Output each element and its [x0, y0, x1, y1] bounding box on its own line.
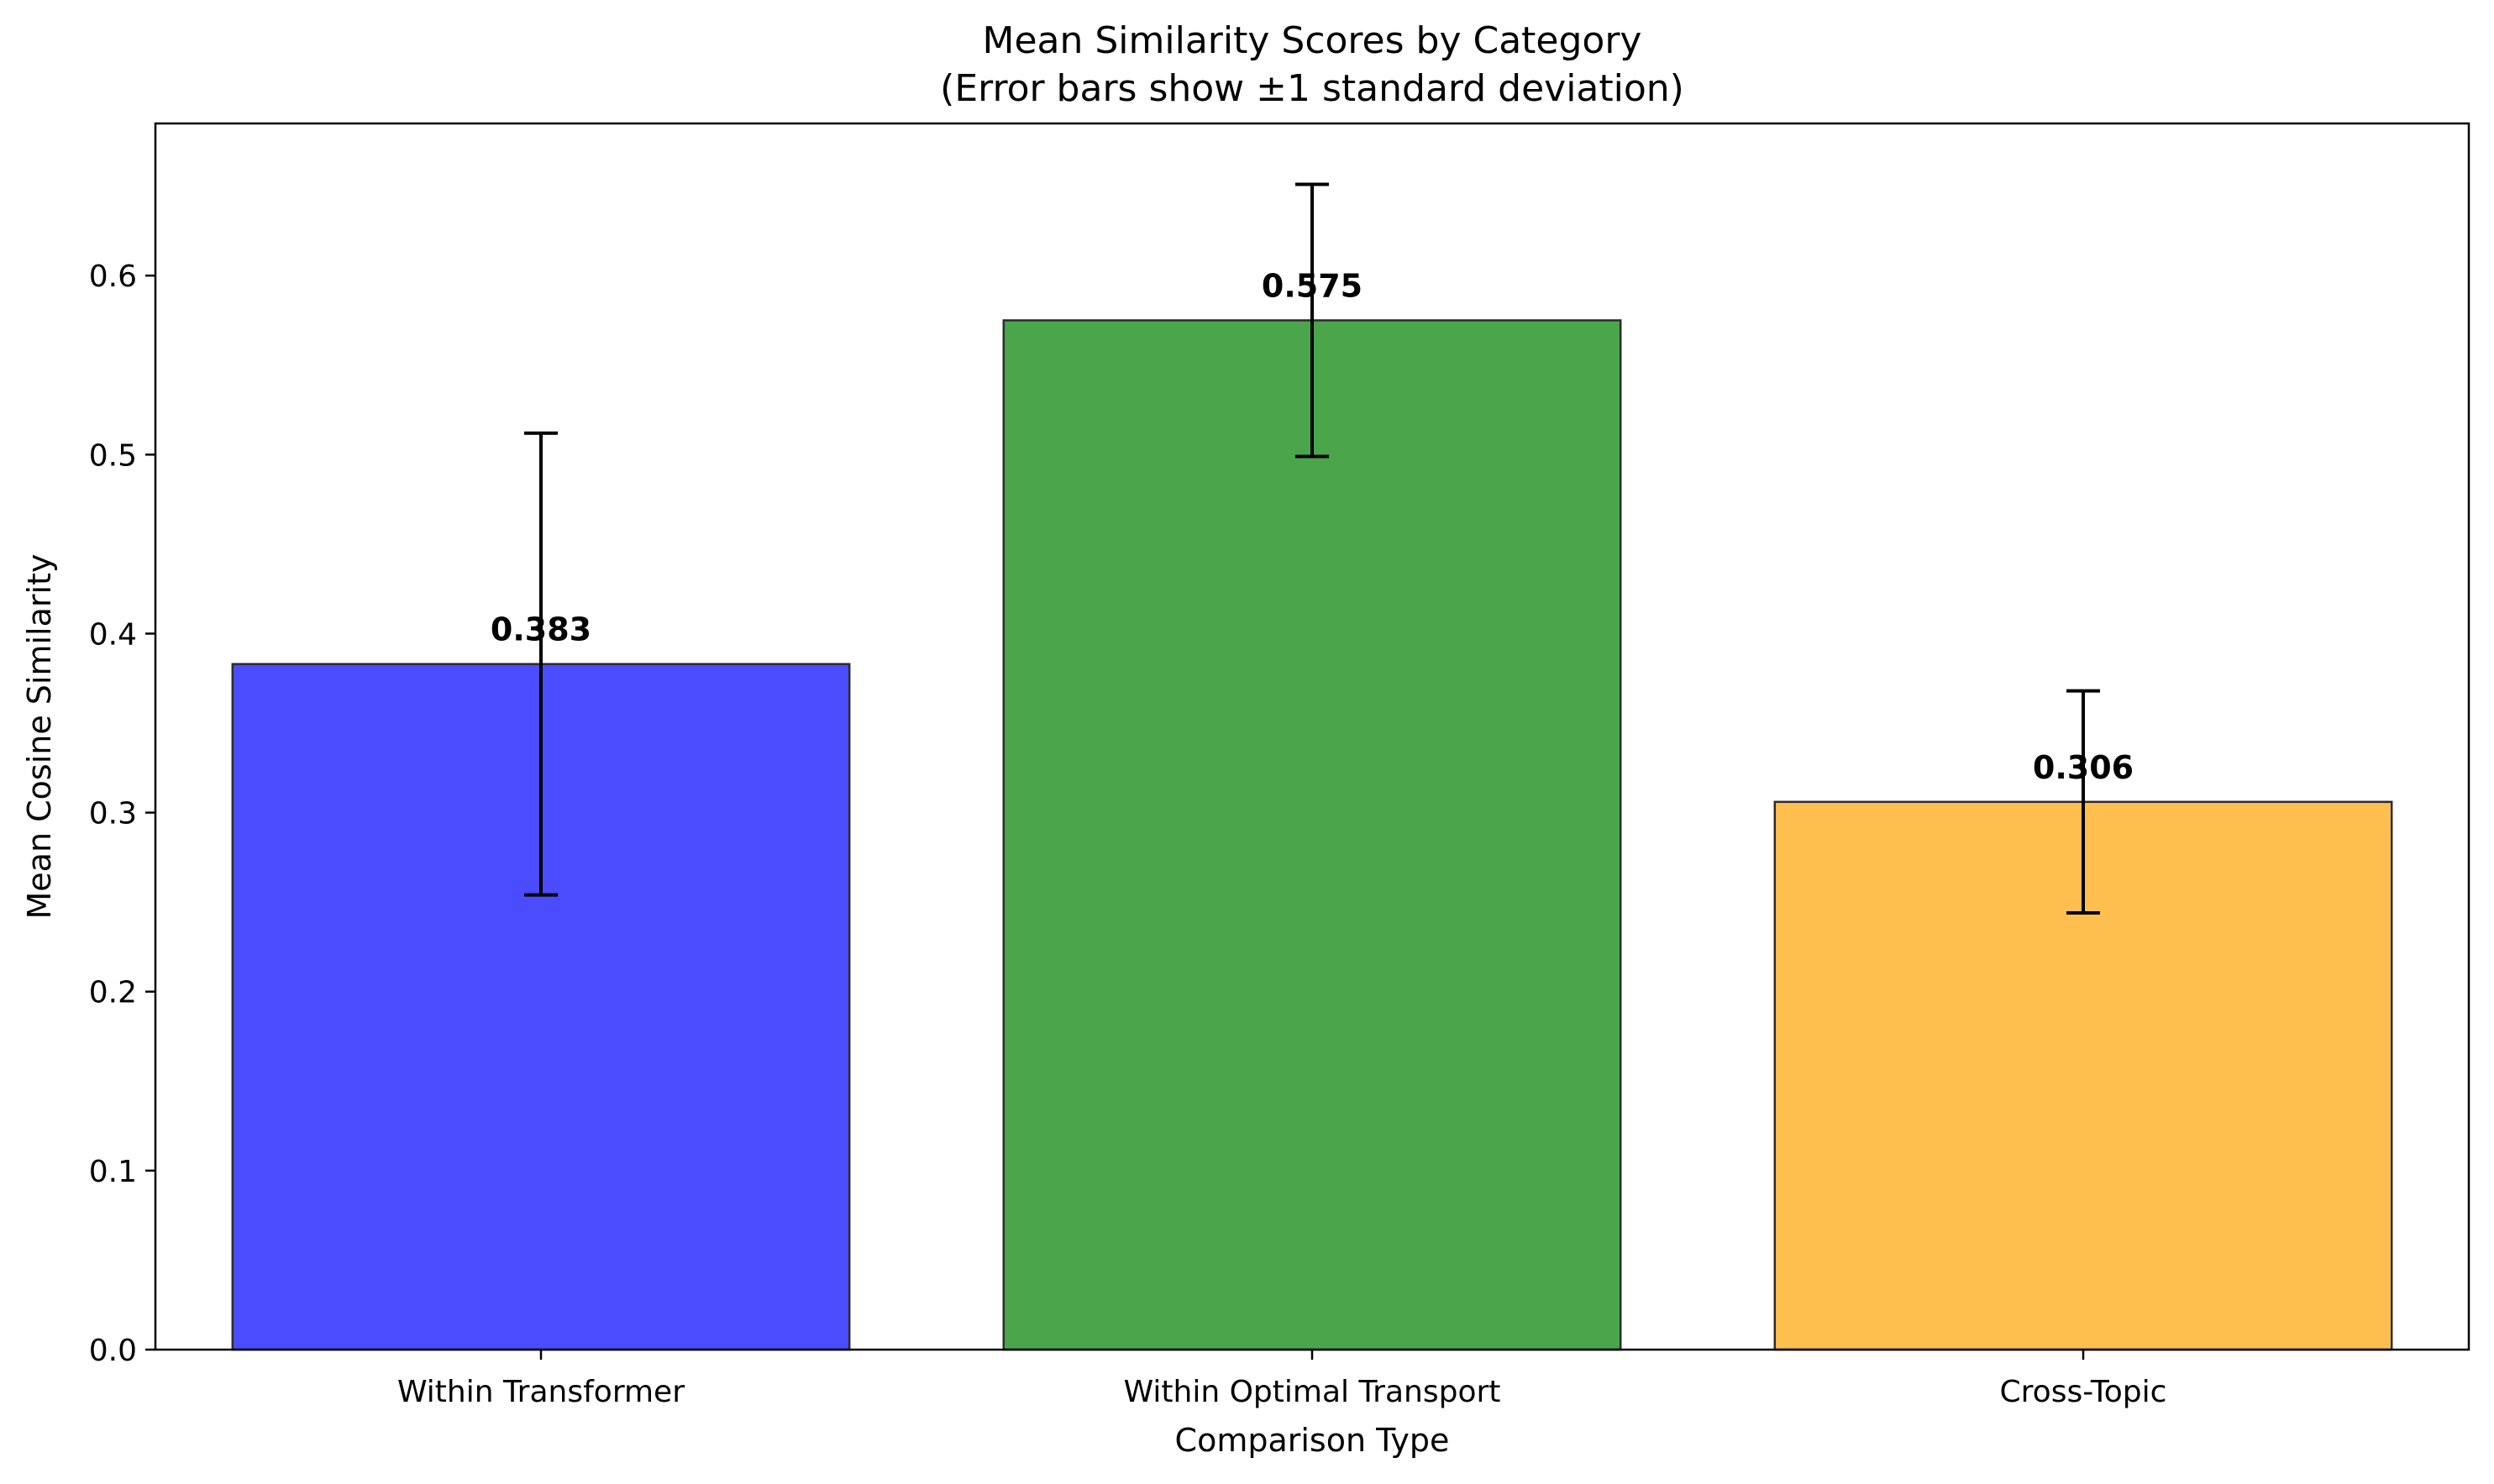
x-tick-label-2: Cross-Topic — [2000, 1375, 2167, 1409]
bar-1 — [1002, 319, 1622, 1351]
data-label-2: 0.306 — [2033, 749, 2134, 786]
y-tick-label-6: 0.6 — [89, 260, 137, 294]
chart-subtitle: (Error bars show ±1 standard deviation) — [940, 67, 1684, 110]
y-tick-label-3: 0.3 — [89, 797, 137, 831]
y-tick-label-1: 0.1 — [89, 1155, 137, 1189]
y-tick-label-5: 0.5 — [89, 438, 137, 473]
y-axis-label: Mean Cosine Similarity — [21, 554, 58, 920]
x-tick-label-1: Within Optimal Transport — [1124, 1375, 1501, 1409]
x-axis-label: Comparison Type — [1175, 1422, 1450, 1459]
data-label-1: 0.575 — [1262, 267, 1363, 304]
data-label-0: 0.383 — [491, 611, 591, 648]
x-axis-ticks: Within Transformer Within Optimal Transpo… — [397, 1350, 2166, 1409]
y-axis-ticks: 0.0 0.1 0.2 0.3 0.4 0.5 0.6 — [89, 260, 155, 1368]
x-tick-label-0: Within Transformer — [397, 1375, 685, 1409]
y-tick-label-2: 0.2 — [89, 976, 137, 1010]
plot-frame — [154, 122, 2470, 1351]
error-bars-group — [524, 182, 2100, 915]
chart-title: Mean Similarity Scores by Category — [983, 19, 1642, 62]
y-tick-label-4: 0.4 — [89, 617, 137, 652]
y-tick-label-0: 0.0 — [89, 1334, 137, 1368]
value-labels-group: 0.383 0.575 0.306 — [491, 267, 2134, 785]
bars-group — [231, 319, 2393, 1351]
